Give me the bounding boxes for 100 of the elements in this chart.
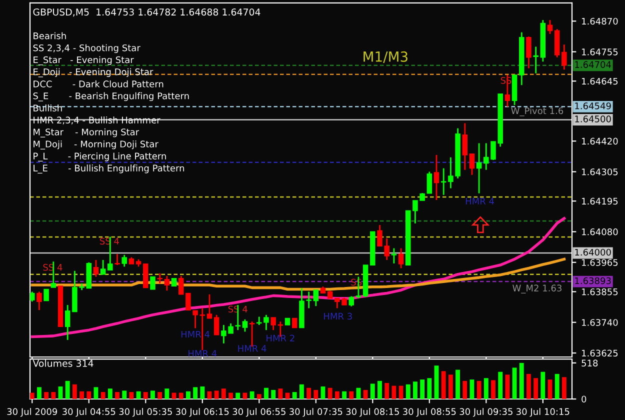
annotation: W_Pivot 1.6	[511, 107, 564, 116]
bar	[534, 378, 538, 399]
y-tick-label: 1.64305	[582, 168, 618, 176]
bar	[72, 384, 77, 399]
bar	[264, 388, 268, 399]
bar	[554, 374, 560, 399]
bar	[30, 392, 34, 399]
bar	[150, 390, 155, 399]
candlestick	[114, 253, 120, 266]
x-tick-label: 30 Jul 07:35	[290, 408, 342, 417]
bar	[256, 394, 262, 399]
candlestick	[93, 259, 99, 278]
ref-line-label: 1.63893	[575, 277, 611, 284]
bar	[548, 379, 552, 399]
annotation: W_M2 1.63	[512, 284, 562, 294]
bar	[242, 392, 248, 399]
y-tick-label: 1.63740	[582, 319, 618, 326]
x-tick-label: 30 Jul 08:15	[346, 408, 399, 417]
x-tick-label: 30 Jul 09:35	[460, 408, 512, 417]
bar	[526, 374, 531, 399]
annotation: HMR 4	[238, 345, 266, 352]
candlestick	[348, 296, 354, 308]
y-tick-label: 1.64870	[582, 18, 618, 25]
text: GBPUSD,M5 1.64753 1.64782 1.64688 1.64704	[33, 8, 260, 17]
candlestick	[36, 290, 42, 311]
bar	[427, 378, 432, 399]
bar	[320, 386, 326, 399]
candlestick	[157, 272, 162, 284]
bar	[94, 387, 98, 399]
annotation: HMR 3	[324, 312, 352, 320]
bar	[384, 382, 390, 399]
bar	[193, 387, 198, 399]
bar	[334, 391, 340, 399]
candlestick	[242, 318, 248, 332]
bar	[37, 387, 42, 399]
candlestick	[462, 122, 468, 171]
y-tick-label: 1.64645	[582, 78, 618, 85]
bar	[448, 374, 453, 399]
bar	[363, 390, 368, 399]
candlestick	[526, 36, 532, 69]
bar	[420, 379, 425, 399]
candlestick	[108, 236, 113, 271]
bar	[292, 392, 297, 399]
bar	[172, 392, 176, 399]
x-tick-label: 30 Jul 10:15	[516, 408, 570, 417]
bar	[562, 377, 566, 399]
annotation: DCC - Dark Cloud Pattern	[34, 80, 164, 88]
candlestick	[547, 19, 553, 35]
ref-line-label: 1.64000	[575, 248, 611, 256]
bar	[328, 388, 332, 399]
bar	[498, 372, 503, 399]
candlestick	[214, 314, 220, 336]
bar	[44, 392, 49, 399]
annotation: M_Doji - Morning Doji Star	[34, 140, 158, 150]
y-tick-label: 1.64755	[582, 48, 618, 56]
bar	[470, 379, 474, 399]
bar	[406, 384, 410, 399]
candlestick	[292, 318, 298, 328]
bar	[186, 391, 190, 399]
ref-line-label: 1.64704	[575, 61, 611, 68]
bar	[178, 392, 184, 399]
ref-line-label: 1.64549	[575, 102, 611, 110]
bar	[392, 386, 396, 399]
bar	[434, 366, 439, 399]
bar	[476, 380, 482, 399]
annotation: Bearish	[34, 32, 66, 40]
candlestick	[44, 288, 49, 302]
y-tick-label: 1.63965	[582, 259, 618, 266]
annotation: SS 2,3,4 - Shooting Star	[33, 44, 140, 54]
candlestick	[440, 168, 446, 196]
bar	[540, 372, 546, 399]
annotation: Bullish	[34, 104, 62, 112]
candlestick	[533, 46, 538, 74]
annotation: S_E - Bearish Engulfing Pattern	[33, 92, 189, 102]
bar	[314, 390, 318, 399]
annotation: M_Star - Morning Star	[34, 128, 140, 138]
candlestick	[476, 142, 482, 194]
bar	[115, 392, 120, 399]
chart-title: Volumes 314	[32, 360, 94, 367]
x-tick-label: 30 Jul 2009	[7, 408, 58, 417]
y-tick-label: 1.64420	[582, 138, 618, 145]
y-tick-label: 518	[582, 360, 598, 366]
candlestick	[562, 44, 567, 70]
bar	[484, 378, 488, 399]
candlestick	[122, 254, 127, 268]
ref-line-label: 1.64500	[575, 116, 611, 122]
bar	[80, 391, 84, 399]
candlestick	[178, 275, 184, 296]
bar	[200, 386, 205, 399]
bar	[441, 371, 446, 399]
bar	[278, 388, 283, 399]
bar	[349, 391, 354, 399]
bar	[122, 390, 127, 399]
x-tick-label: 30 Jul 06:15	[176, 408, 229, 417]
x-tick-label: 30 Jul 05:35	[119, 408, 172, 417]
candlestick	[150, 276, 156, 290]
candlestick	[143, 264, 148, 288]
bar	[285, 392, 290, 399]
y-tick-label: 1.64080	[582, 228, 618, 236]
bar	[214, 390, 219, 399]
